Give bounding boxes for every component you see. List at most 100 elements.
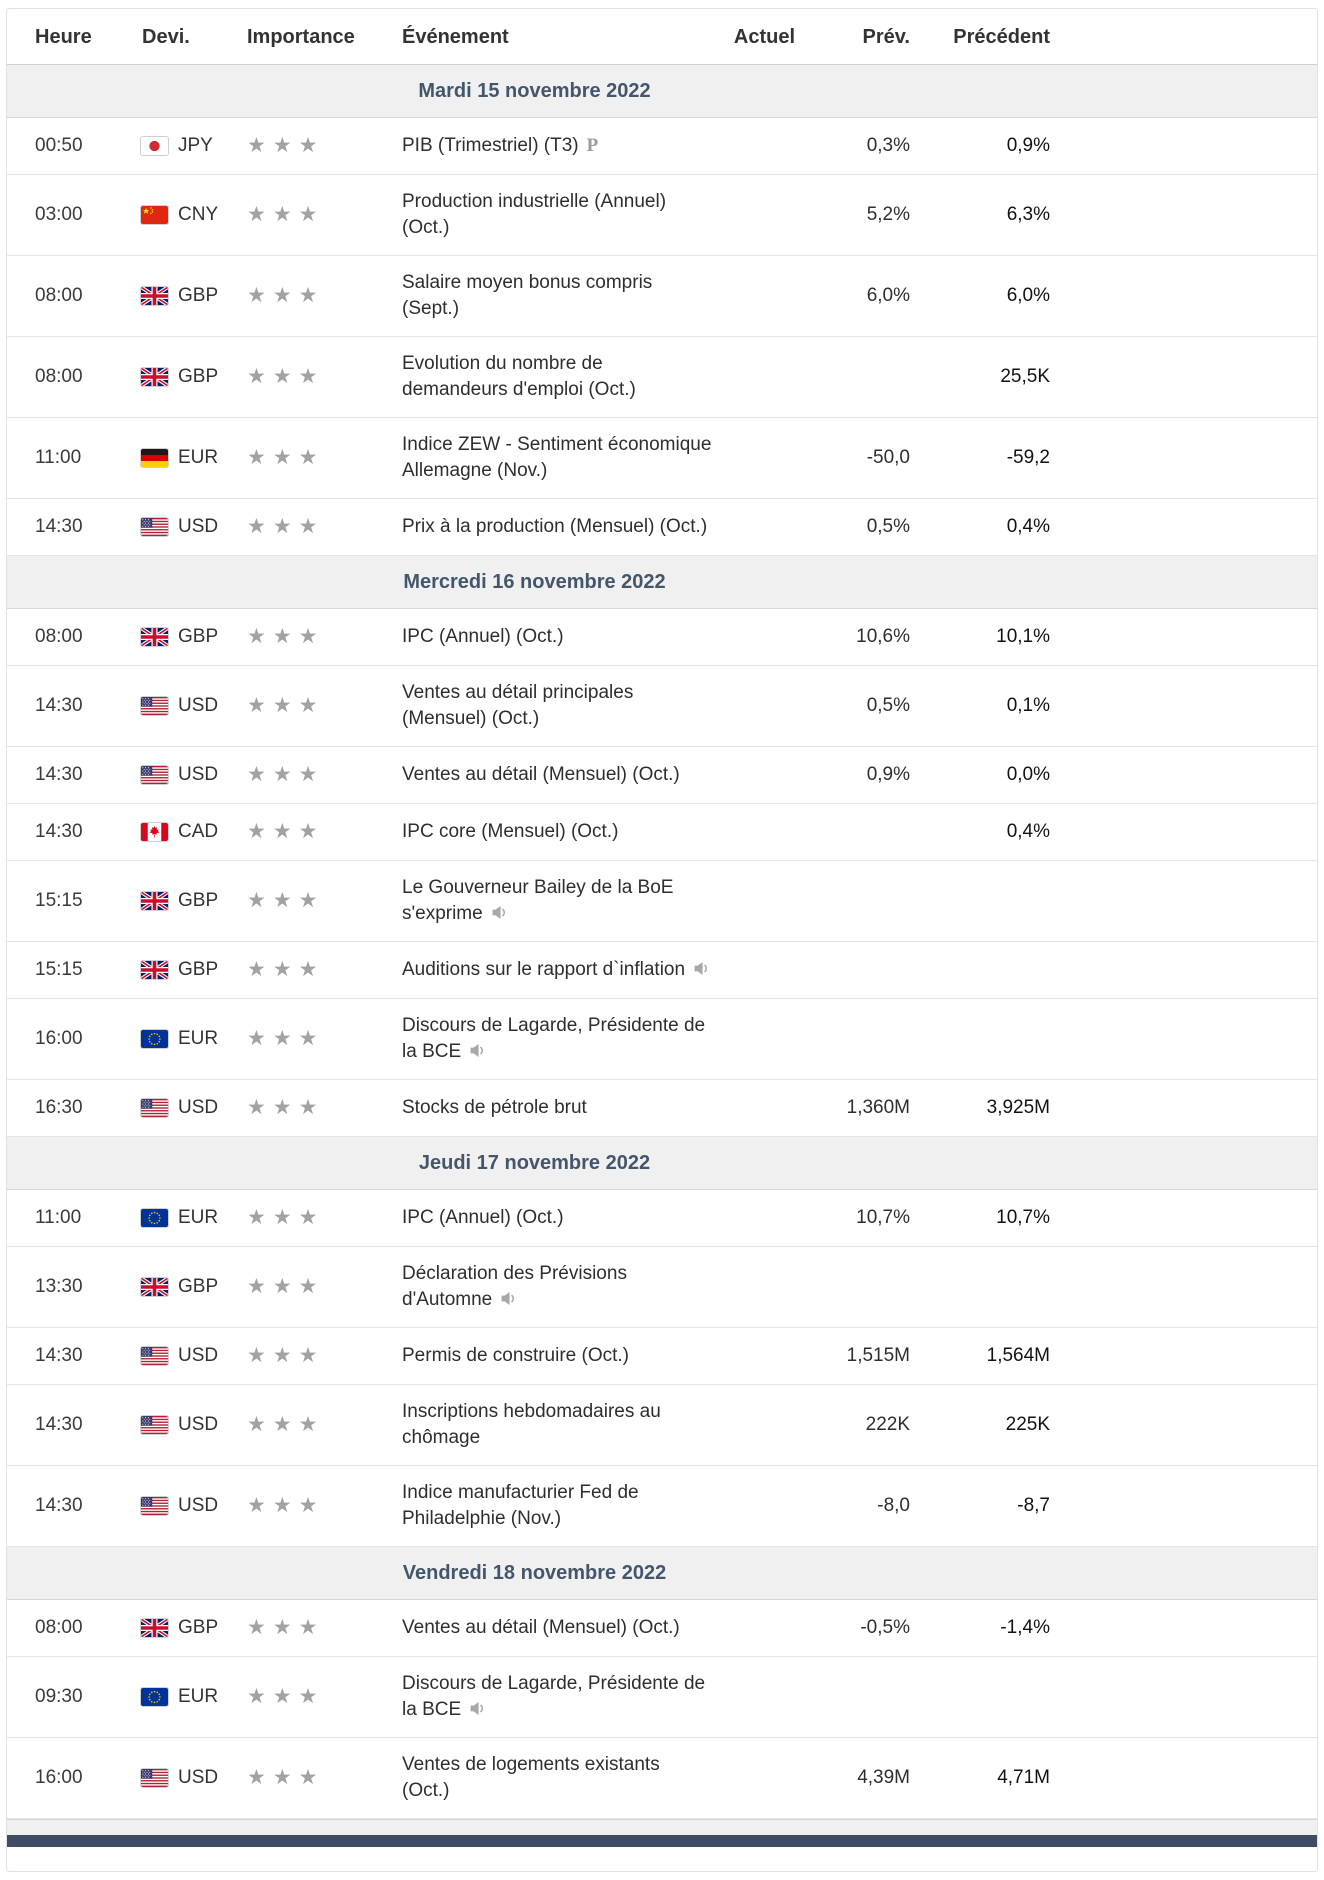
event-link[interactable]: Ventes de logements existants (Oct.)	[402, 1754, 660, 1801]
event-link[interactable]: Ventes au détail principales (Mensuel) (…	[402, 682, 634, 729]
us-flag-icon	[140, 1414, 169, 1435]
importance-star-icon: ★	[272, 1765, 292, 1789]
currency-cell: GBP	[112, 860, 219, 942]
event-time: 15:15	[7, 941, 112, 999]
currency-cell: CNY	[112, 174, 219, 256]
event-link[interactable]: PIB (Trimestriel) (T3)	[402, 135, 579, 156]
importance-star-icon: ★	[298, 1343, 318, 1367]
event-link[interactable]: Permis de construire (Oct.)	[402, 1345, 629, 1366]
importance-star-icon: ★	[247, 283, 266, 307]
event-link[interactable]: IPC (Annuel) (Oct.)	[402, 626, 564, 647]
currency-code[interactable]: GBP	[178, 1616, 219, 1638]
importance-star-icon: ★	[272, 957, 292, 981]
row-spacer	[1062, 255, 1317, 337]
importance-star-icon: ★	[247, 364, 266, 388]
previous-value	[922, 860, 1062, 942]
gb-flag-icon	[140, 959, 169, 980]
importance-star-icon: ★	[298, 1615, 318, 1639]
currency-code[interactable]: GBP	[178, 625, 219, 647]
currency-code[interactable]: GBP	[178, 958, 219, 980]
importance-star-icon: ★	[272, 1026, 292, 1050]
importance-star-icon: ★	[298, 762, 318, 786]
previous-value	[922, 1246, 1062, 1328]
actual-value	[712, 1327, 807, 1385]
col-devise: Devi.	[112, 9, 217, 65]
event-row: 14:30 USD ★ ★ ★ Inscriptions hebdomadaires au…	[7, 1384, 1317, 1466]
importance-star-icon: ★	[272, 1684, 292, 1708]
actual-value	[712, 746, 807, 804]
event-cell: Ventes au détail (Mensuel) (Oct.)	[372, 1599, 712, 1657]
forecast-value: 0,5%	[807, 665, 922, 747]
previous-value: 10,1%	[922, 608, 1062, 666]
currency-code[interactable]: EUR	[178, 1206, 219, 1228]
event-link[interactable]: Stocks de pétrole brut	[402, 1097, 587, 1118]
event-link[interactable]: IPC (Annuel) (Oct.)	[402, 1207, 564, 1228]
event-link[interactable]: Le Gouverneur Bailey de la BoE s'exprime	[402, 877, 674, 924]
actual-value	[712, 117, 807, 175]
col-heure: Heure	[7, 9, 112, 65]
event-time: 08:00	[7, 608, 112, 666]
currency-cell: GBP	[112, 608, 219, 666]
event-link[interactable]: IPC core (Mensuel) (Oct.)	[402, 821, 619, 842]
event-time: 15:15	[7, 860, 112, 942]
currency-code[interactable]: USD	[178, 1766, 219, 1788]
event-link[interactable]: Discours de Lagarde, Présidente de la BC…	[402, 1015, 706, 1062]
currency-code[interactable]: EUR	[178, 446, 219, 468]
currency-code[interactable]: CAD	[178, 820, 219, 842]
event-link[interactable]: Production industrielle (Annuel) (Oct.)	[402, 191, 667, 238]
currency-code[interactable]: GBP	[178, 284, 219, 306]
day-header-spacer	[1062, 555, 1317, 609]
event-link[interactable]: Ventes au détail (Mensuel) (Oct.)	[402, 764, 680, 785]
importance-star-icon: ★	[272, 762, 292, 786]
currency-code[interactable]: USD	[178, 515, 219, 537]
currency-code[interactable]: GBP	[178, 1275, 219, 1297]
currency-code[interactable]: CNY	[178, 203, 219, 225]
event-row: 14:30 USD ★ ★ ★ Ventes au détail principales …	[7, 665, 1317, 747]
day-header-label: Vendredi 18 novembre 2022	[7, 1546, 1062, 1600]
event-link[interactable]: Salaire moyen bonus compris (Sept.)	[402, 272, 653, 319]
currency-code[interactable]: EUR	[178, 1685, 219, 1707]
forecast-value: -0,5%	[807, 1599, 922, 1657]
previous-value: 225K	[922, 1384, 1062, 1466]
importance-star-icon: ★	[298, 957, 318, 981]
importance-star-icon: ★	[298, 445, 318, 469]
event-link[interactable]: Indice manufacturier Fed de Philadelphie…	[402, 1482, 639, 1529]
previous-value: 6,0%	[922, 255, 1062, 337]
currency-code[interactable]: JPY	[178, 134, 213, 156]
currency-code[interactable]: USD	[178, 1413, 219, 1435]
actual-value	[712, 941, 807, 999]
event-link[interactable]: Indice ZEW - Sentiment économique Allema…	[402, 434, 712, 481]
importance-star-icon: ★	[247, 1615, 266, 1639]
actual-value	[712, 860, 807, 942]
importance-star-icon: ★	[298, 1274, 318, 1298]
currency-code[interactable]: EUR	[178, 1027, 219, 1049]
event-row: 16:00 EUR ★ ★ ★ Discours de Lagarde, Présiden…	[7, 998, 1317, 1080]
row-spacer	[1062, 1189, 1317, 1247]
event-link[interactable]: Auditions sur le rapport d`inflation	[402, 959, 686, 980]
event-link[interactable]: Evolution du nombre de demandeurs d'empl…	[402, 353, 636, 400]
importance-star-icon: ★	[298, 1412, 318, 1436]
currency-cell: USD	[112, 1079, 219, 1137]
currency-code[interactable]: USD	[178, 1344, 219, 1366]
event-link[interactable]: Discours de Lagarde, Présidente de la BC…	[402, 1673, 706, 1720]
currency-code[interactable]: USD	[178, 694, 219, 716]
previous-value: 25,5K	[922, 336, 1062, 418]
event-row: 00:50 JPY ★ ★ ★ PIB (Trimestriel) (T3) P 0,3% 0,…	[7, 117, 1317, 175]
event-link[interactable]: Prix à la production (Mensuel) (Oct.)	[402, 516, 708, 537]
currency-code[interactable]: USD	[178, 1096, 219, 1118]
forecast-value	[807, 941, 922, 999]
de-flag-icon	[140, 447, 169, 468]
currency-cell: JPY	[112, 117, 217, 175]
event-link[interactable]: Inscriptions hebdomadaires au chômage	[402, 1401, 661, 1448]
currency-code[interactable]: USD	[178, 1494, 219, 1516]
event-link[interactable]: Ventes au détail (Mensuel) (Oct.)	[402, 1617, 680, 1638]
row-spacer	[1062, 1246, 1317, 1328]
currency-code[interactable]: GBP	[178, 365, 219, 387]
col-actuel: Actuel	[712, 9, 807, 65]
currency-code[interactable]: USD	[178, 763, 219, 785]
currency-code[interactable]: GBP	[178, 889, 219, 911]
event-link[interactable]: Déclaration des Prévisions d'Automne	[402, 1263, 627, 1310]
event-time: 14:30	[7, 746, 112, 804]
event-row: 14:30 USD ★ ★ ★ Ventes au détail (Mensuel) (O…	[7, 746, 1317, 804]
event-cell: Production industrielle (Annuel) (Oct.)	[372, 174, 712, 256]
